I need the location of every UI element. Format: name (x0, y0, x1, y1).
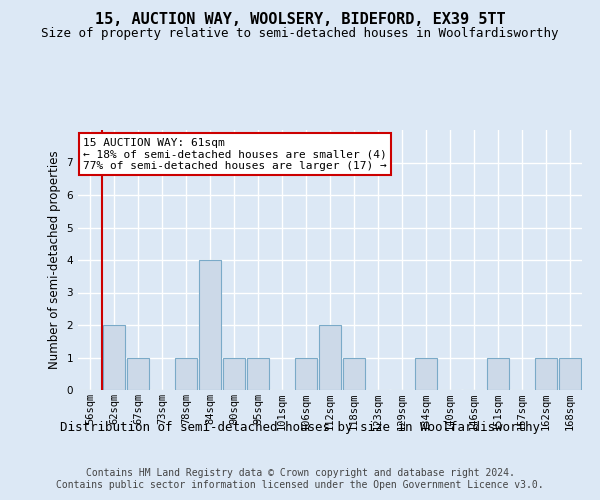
Text: Distribution of semi-detached houses by size in Woolfardisworthy: Distribution of semi-detached houses by … (60, 421, 540, 434)
Bar (223, 358, 245, 390)
Bar (319, 325, 341, 390)
Bar (415, 358, 437, 390)
Text: 15, AUCTION WAY, WOOLSERY, BIDEFORD, EX39 5TT: 15, AUCTION WAY, WOOLSERY, BIDEFORD, EX3… (95, 12, 505, 28)
Y-axis label: Number of semi-detached properties: Number of semi-detached properties (48, 150, 61, 370)
Bar (103, 325, 125, 390)
Bar (559, 358, 581, 390)
Bar (487, 358, 509, 390)
Bar (343, 358, 365, 390)
Bar (247, 358, 269, 390)
Bar (535, 358, 557, 390)
Bar (175, 358, 197, 390)
Text: Contains HM Land Registry data © Crown copyright and database right 2024.
Contai: Contains HM Land Registry data © Crown c… (56, 468, 544, 490)
Text: 15 AUCTION WAY: 61sqm
← 18% of semi-detached houses are smaller (4)
77% of semi-: 15 AUCTION WAY: 61sqm ← 18% of semi-deta… (83, 138, 387, 171)
Text: Size of property relative to semi-detached houses in Woolfardisworthy: Size of property relative to semi-detach… (41, 28, 559, 40)
Bar (199, 260, 221, 390)
Bar (295, 358, 317, 390)
Bar (127, 358, 149, 390)
